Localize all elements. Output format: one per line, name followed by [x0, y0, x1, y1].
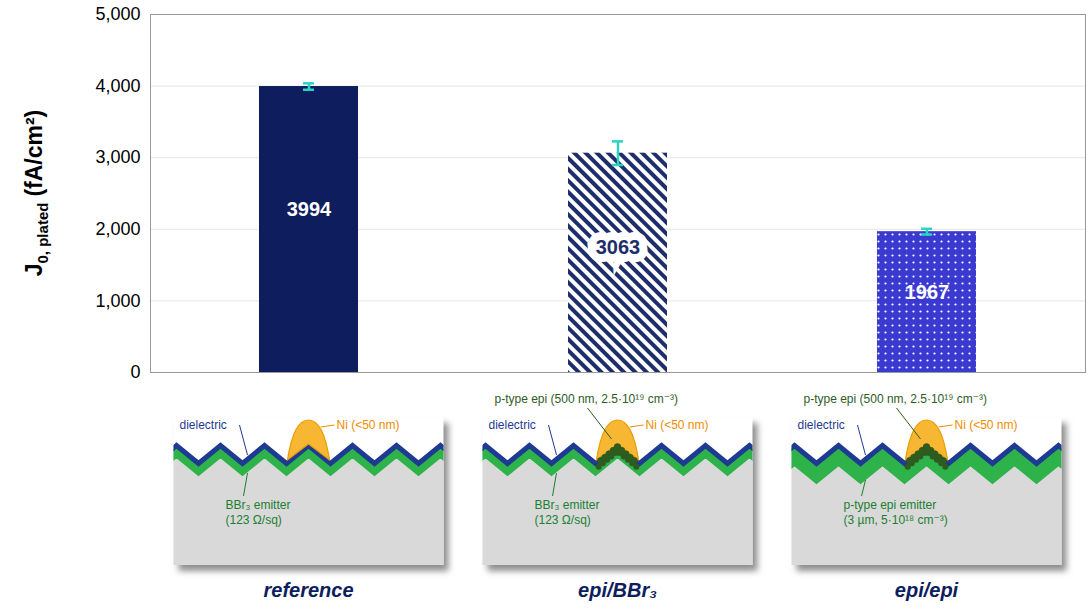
svg-text:3994: 3994: [287, 198, 332, 220]
svg-text:(3 µm, 5·10¹⁸ cm⁻³): (3 µm, 5·10¹⁸ cm⁻³): [844, 513, 948, 527]
svg-text:dielectric: dielectric: [489, 418, 536, 432]
svg-text:1,000: 1,000: [95, 291, 140, 311]
svg-text:Ni (<50 nm): Ni (<50 nm): [337, 418, 400, 432]
svg-text:dielectric: dielectric: [180, 418, 227, 432]
svg-text:p-type epi (500 nm, 2.5·10¹⁹ c: p-type epi (500 nm, 2.5·10¹⁹ cm⁻³): [495, 392, 679, 406]
svg-text:p-type epi (500 nm, 2.5·10¹⁹ c: p-type epi (500 nm, 2.5·10¹⁹ cm⁻³): [804, 392, 988, 406]
svg-text:5,000: 5,000: [95, 4, 140, 24]
svg-text:p-type epi emitter: p-type epi emitter: [844, 498, 937, 512]
svg-text:2,000: 2,000: [95, 219, 140, 239]
svg-text:dielectric: dielectric: [798, 418, 845, 432]
svg-text:0: 0: [130, 362, 140, 382]
svg-text:reference: reference: [263, 579, 353, 601]
svg-text:J0, plated(fA/cm²): J0, plated(fA/cm²): [21, 110, 51, 277]
svg-text:4,000: 4,000: [95, 76, 140, 96]
svg-text:BBr₃ emitter: BBr₃ emitter: [226, 498, 291, 512]
svg-text:Ni (<50 nm): Ni (<50 nm): [955, 418, 1018, 432]
svg-text:epi/epi: epi/epi: [895, 579, 959, 601]
svg-text:1967: 1967: [905, 281, 950, 303]
svg-text:BBr₃ emitter: BBr₃ emitter: [535, 498, 600, 512]
svg-text:(123 Ω/sq): (123 Ω/sq): [226, 513, 282, 527]
svg-text:3063: 3063: [596, 236, 641, 258]
svg-text:(123 Ω/sq): (123 Ω/sq): [535, 513, 591, 527]
svg-text:epi/BBr₃: epi/BBr₃: [578, 579, 657, 601]
svg-text:3,000: 3,000: [95, 147, 140, 167]
svg-text:Ni (<50 nm): Ni (<50 nm): [646, 418, 709, 432]
